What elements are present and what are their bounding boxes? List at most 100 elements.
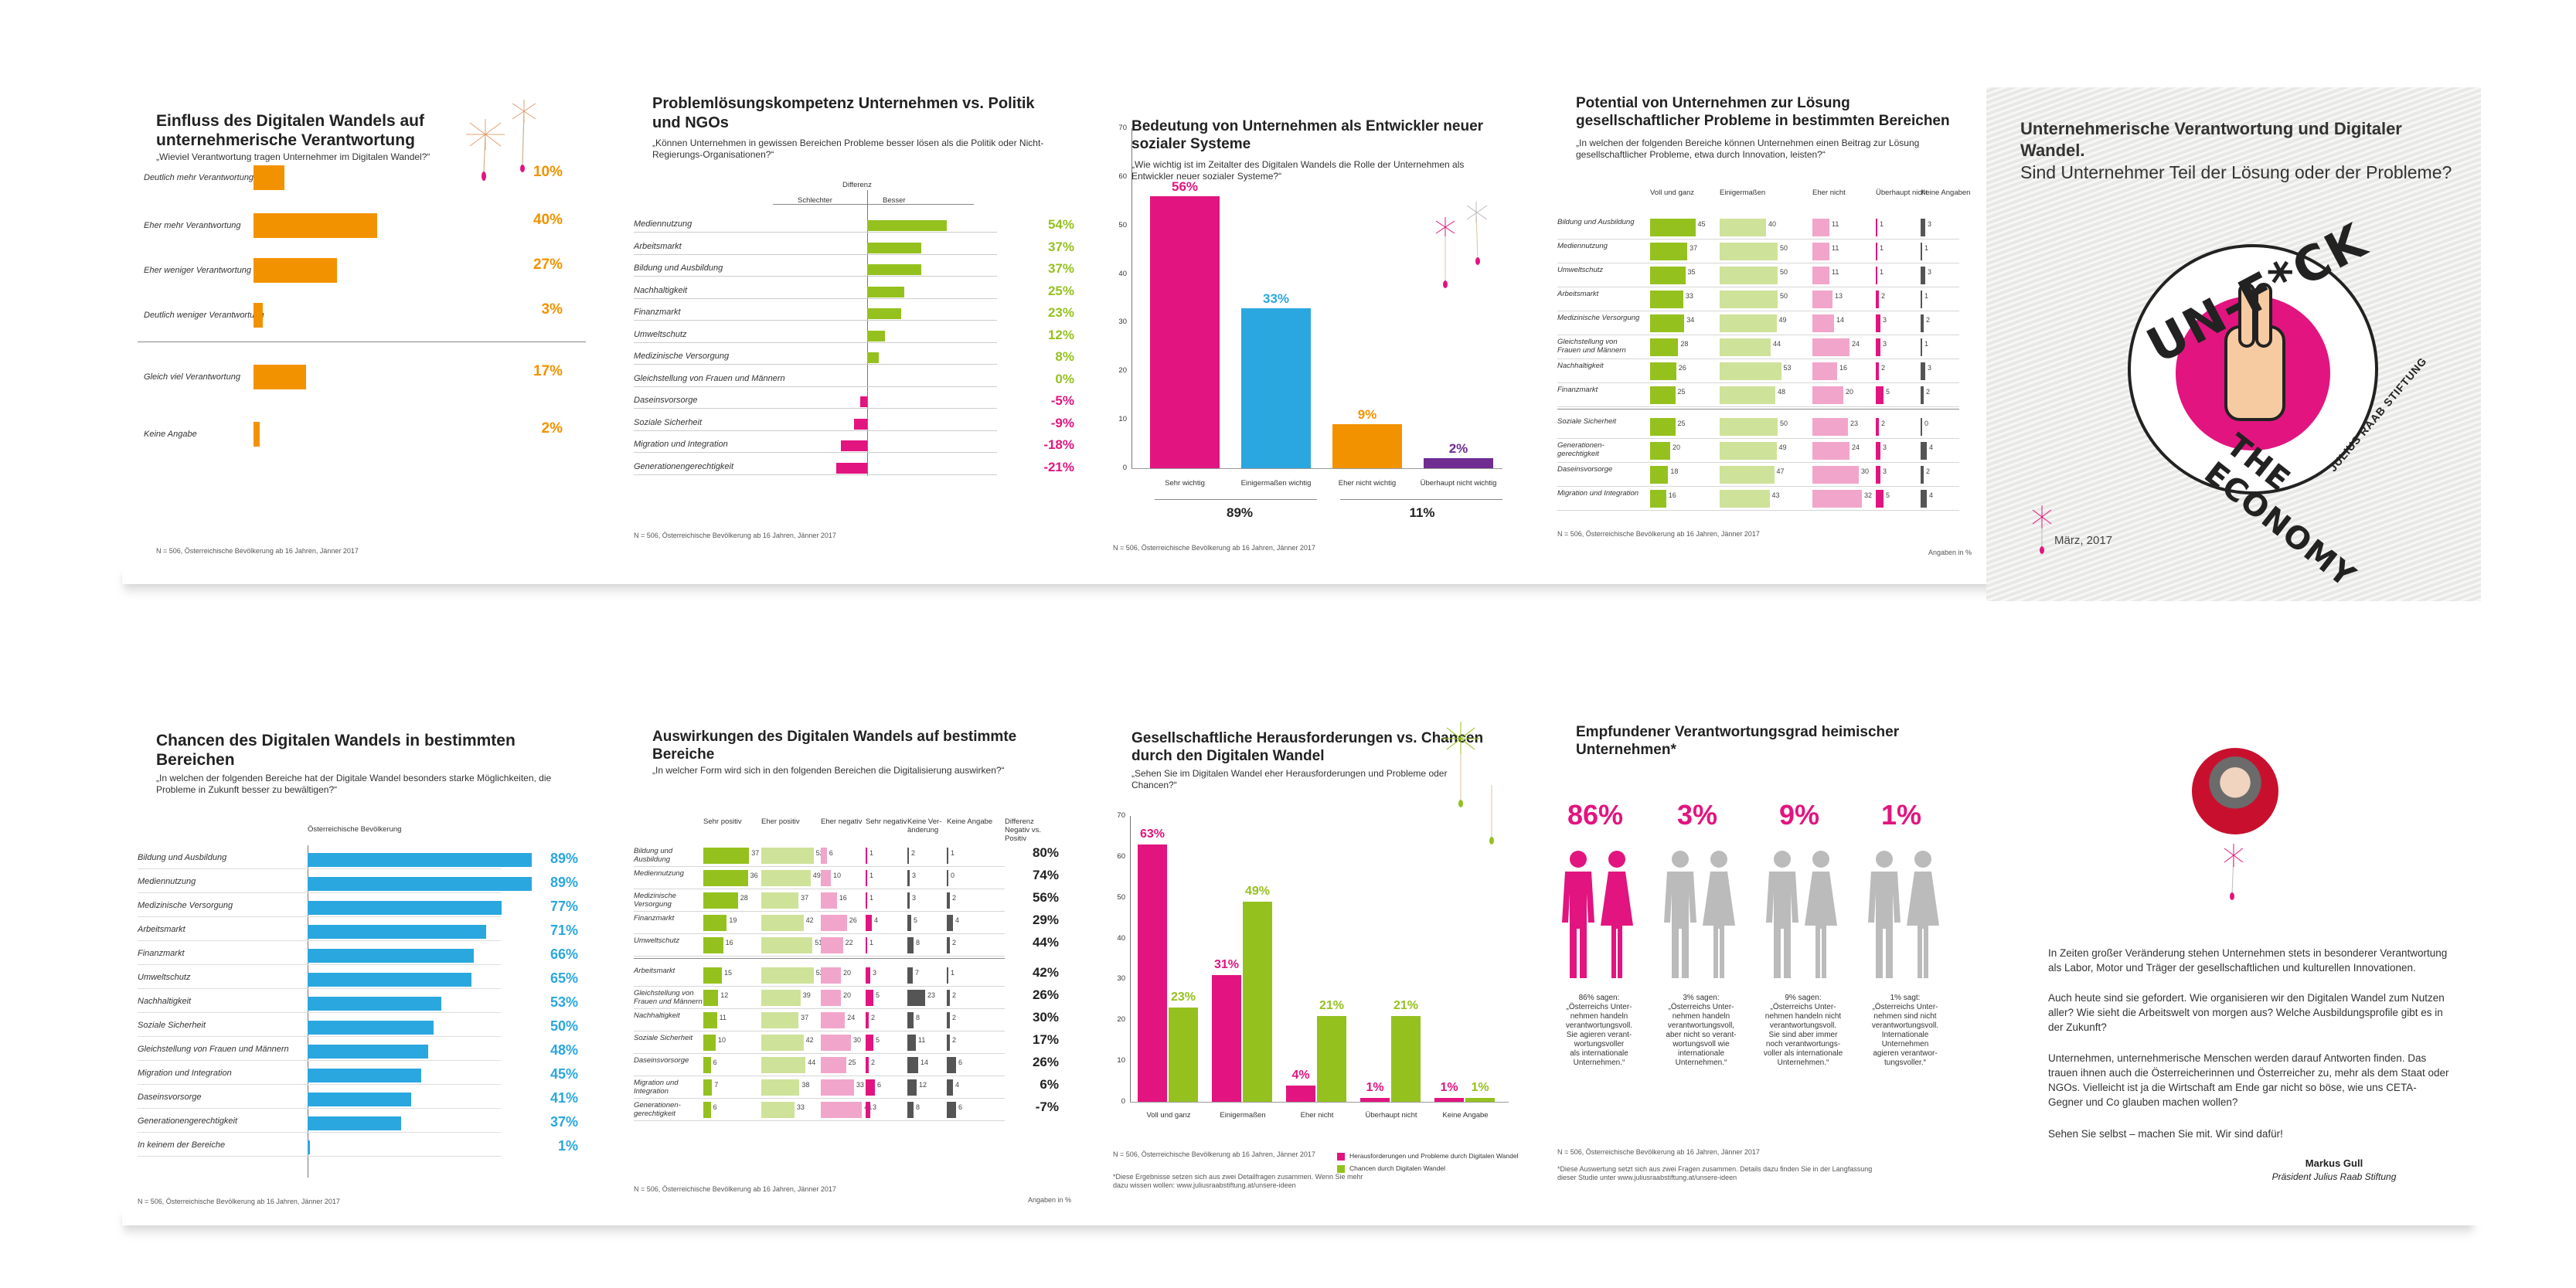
cell-value: 50 xyxy=(1780,420,1788,427)
y-tick-label: 70 xyxy=(1117,811,1125,820)
row-line xyxy=(634,364,997,365)
cell-value: 1 xyxy=(951,969,955,977)
cell-value: 8 xyxy=(916,1103,920,1111)
bar xyxy=(947,870,948,886)
column-header: Sehr negativ xyxy=(866,817,907,826)
diff-value: 56% xyxy=(1032,890,1059,905)
category-label: Migration und Integration xyxy=(634,440,728,449)
value-label: 31% xyxy=(1213,958,1240,972)
value-label: 89% xyxy=(550,875,578,890)
panel-potential: Potential von Unternehmen zur Lösung ges… xyxy=(1542,66,1986,584)
bar xyxy=(1921,362,1925,380)
value-label: 12% xyxy=(1047,327,1074,342)
footnote: N = 506, Österreichische Bevölkerung ab … xyxy=(1113,544,1315,552)
value-label: 48% xyxy=(550,1042,578,1058)
bar xyxy=(1921,243,1922,260)
category-label: Soziale Sicherheit xyxy=(138,1021,206,1030)
cell-value: 2 xyxy=(952,1014,957,1021)
cell-value: 12 xyxy=(919,1081,927,1089)
row-line xyxy=(634,1120,1005,1121)
dandelion-icon xyxy=(466,100,536,181)
cell-value: 42 xyxy=(805,916,814,924)
bar xyxy=(1812,386,1843,404)
caption-line: Sie sind aber immer xyxy=(1768,1031,1838,1039)
value-label: 86% xyxy=(1567,799,1624,831)
cell-value: 20 xyxy=(1673,443,1681,451)
bar xyxy=(866,1035,873,1051)
cell-value: 4 xyxy=(1929,443,1934,451)
y-tick-label: 20 xyxy=(1117,1015,1125,1025)
footnote: N = 506, Österreichische Bevölkerung ab … xyxy=(1113,1150,1315,1158)
row-line xyxy=(634,474,997,475)
letter-paragraph-4: Sehen Sie selbst – machen Sie mit. Wir s… xyxy=(2048,1128,2283,1140)
bar xyxy=(1812,291,1832,308)
bar xyxy=(907,1079,917,1096)
category-label: Eher nicht xyxy=(1300,1111,1334,1120)
caption-line: verantwortungsvoll. xyxy=(1871,1021,1939,1030)
column-header: Sehr positiv xyxy=(703,817,742,826)
group-bracket xyxy=(1155,499,1317,500)
cell-value: 43 xyxy=(1771,491,1780,499)
category-label: Medizinische Versorgung xyxy=(138,901,233,910)
male-person-icon xyxy=(1868,851,1901,978)
row-line xyxy=(634,1008,1005,1009)
caption-line: Unternehmen xyxy=(1881,1040,1929,1048)
panel-auswirkungen: Auswirkungen des Digitalen Wandels auf b… xyxy=(618,685,1097,1225)
male-person-icon xyxy=(1562,851,1594,978)
cell-value: 49 xyxy=(1778,316,1787,324)
y-tick-label: 50 xyxy=(1118,220,1127,229)
category-label: Umweltschutz xyxy=(1557,266,1604,274)
footnote-note: *Diese Auswertung setzt sich aus zwei Fr… xyxy=(1557,1165,1873,1181)
cell-value: 36 xyxy=(750,872,758,879)
value-label: 0% xyxy=(1055,371,1074,386)
cell-value: 2 xyxy=(1881,420,1886,427)
column-header: Österreichische Bevölkerung xyxy=(308,825,402,834)
cell-value: 6 xyxy=(958,1059,963,1066)
category-label: Umweltschutz xyxy=(138,973,191,982)
legend-label: Herausforderungen und Probleme durch Dig… xyxy=(1349,1152,1519,1160)
footnote: N = 506, Österreichische Bevölkerung ab … xyxy=(1557,530,1760,538)
category-label: Nachhaltigkeit xyxy=(634,1011,680,1020)
category-label: Finanzmarkt xyxy=(1557,386,1598,394)
row-line xyxy=(634,1053,1005,1054)
category-label: Arbeitsmarkt xyxy=(138,925,185,934)
bar xyxy=(907,915,911,931)
footnote: N = 506, Österreichische Bevölkerung ab … xyxy=(634,1185,836,1193)
bar xyxy=(703,1079,713,1096)
bar xyxy=(308,1069,421,1082)
bar xyxy=(761,1079,800,1096)
row-line xyxy=(634,956,1005,957)
cell-value: 3 xyxy=(1883,443,1887,451)
cell-value: 4 xyxy=(1929,491,1934,499)
bar xyxy=(866,870,867,886)
group-bracket xyxy=(1340,499,1502,500)
bar xyxy=(1812,314,1834,332)
bar xyxy=(947,1057,956,1073)
y-tick-label: 0 xyxy=(1122,464,1127,472)
bar xyxy=(866,1102,870,1118)
caption-line: nehmen handeln xyxy=(1570,1012,1628,1021)
cell-value: 8 xyxy=(916,939,920,946)
category-label: Bildung und Ausbildung xyxy=(1557,218,1635,226)
female-person-icon xyxy=(1703,851,1735,978)
cell-value: 4 xyxy=(955,1081,960,1089)
bar xyxy=(821,870,831,886)
panel-bedeutung: Bedeutung von Unternehmen als Entwickler… xyxy=(1097,66,1542,584)
bar xyxy=(703,1035,716,1051)
cell-value: 1 xyxy=(869,872,874,879)
bar xyxy=(254,258,337,283)
category-label: Umweltschutz xyxy=(634,329,687,339)
footnote-note: *Diese Ergebnisse setzen sich aus zwei D… xyxy=(1113,1173,1363,1189)
cell-value: 3 xyxy=(873,1103,877,1111)
bar xyxy=(821,967,841,984)
category-label: Medizinische Versorgung xyxy=(1557,314,1640,322)
value-label: 1% xyxy=(1366,1080,1384,1094)
group-separator xyxy=(1557,409,1959,410)
bar xyxy=(1391,1016,1421,1102)
panel-problemloesung: Problemlösungskompetenz Unternehmen vs. … xyxy=(618,66,1097,584)
row-line xyxy=(634,430,997,431)
chart-title: Einfluss des Digitalen Wandels auf unter… xyxy=(156,112,424,149)
bar xyxy=(1812,442,1849,460)
value-label: -21% xyxy=(1043,459,1074,474)
